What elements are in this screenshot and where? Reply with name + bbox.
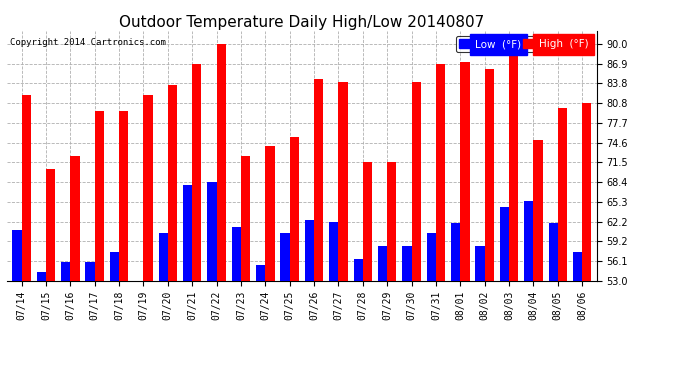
Bar	[12, 230, 21, 281]
Bar	[484, 69, 494, 281]
Bar	[329, 222, 338, 281]
Bar	[500, 207, 509, 281]
Bar	[436, 63, 445, 281]
Bar	[70, 156, 79, 281]
Bar	[46, 169, 55, 281]
Bar	[207, 182, 217, 281]
Title: Outdoor Temperature Daily High/Low 20140807: Outdoor Temperature Daily High/Low 20140…	[119, 15, 484, 30]
Bar	[266, 146, 275, 281]
Bar	[144, 95, 152, 281]
Bar	[558, 108, 567, 281]
Bar	[241, 156, 250, 281]
Bar	[549, 224, 558, 281]
Bar	[475, 246, 484, 281]
Bar	[460, 62, 470, 281]
Bar	[363, 162, 372, 281]
Bar	[305, 220, 314, 281]
Bar	[232, 226, 241, 281]
Bar	[217, 44, 226, 281]
Bar	[37, 272, 46, 281]
Bar	[119, 111, 128, 281]
Bar	[338, 82, 348, 281]
Bar	[573, 252, 582, 281]
Bar	[86, 262, 95, 281]
Bar	[582, 103, 591, 281]
Bar	[426, 233, 436, 281]
Bar	[314, 79, 324, 281]
Bar	[378, 246, 387, 281]
Bar	[402, 246, 411, 281]
Bar	[509, 53, 518, 281]
Bar	[183, 185, 193, 281]
Bar	[524, 201, 533, 281]
Bar	[21, 95, 31, 281]
Bar	[451, 224, 460, 281]
Bar	[95, 111, 104, 281]
Bar	[168, 86, 177, 281]
Bar	[256, 265, 266, 281]
Bar	[533, 140, 543, 281]
Bar	[353, 259, 363, 281]
Legend: Low  (°F), High  (°F): Low (°F), High (°F)	[456, 36, 591, 52]
Bar	[193, 64, 201, 281]
Bar	[411, 82, 421, 281]
Text: Copyright 2014 Cartronics.com: Copyright 2014 Cartronics.com	[10, 38, 166, 47]
Bar	[290, 137, 299, 281]
Bar	[280, 233, 290, 281]
Bar	[110, 252, 119, 281]
Bar	[61, 262, 70, 281]
Bar	[159, 233, 168, 281]
Bar	[387, 162, 397, 281]
